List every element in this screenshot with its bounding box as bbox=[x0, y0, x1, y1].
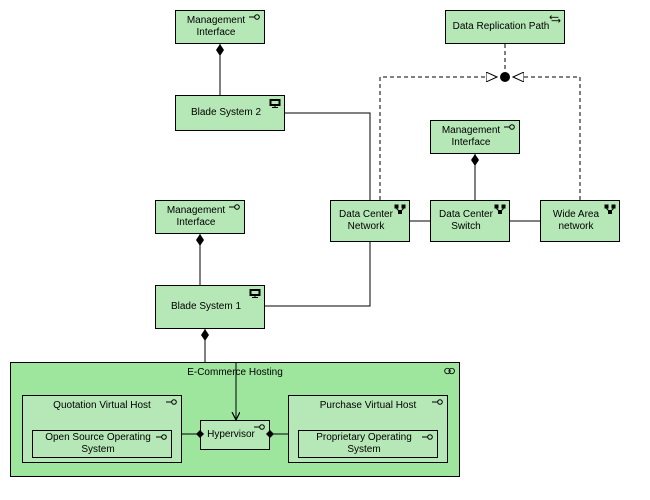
label-mgmt1: Management Interface bbox=[182, 15, 250, 39]
node-repl: Data Replication Path bbox=[445, 10, 565, 44]
label-oss: Open Source Operating System bbox=[39, 432, 157, 456]
node-blade2: Blade System 2 bbox=[175, 95, 285, 131]
label-pos: Proprietary Operating System bbox=[305, 432, 423, 456]
label-pvh: Purchase Virtual Host bbox=[289, 400, 447, 411]
label-mgmt3: Management Interface bbox=[437, 125, 505, 149]
node-dcnet: Data Center Network bbox=[330, 200, 410, 242]
node-wan: Wide Area network bbox=[540, 200, 620, 242]
label-dcsw: Data Center Switch bbox=[437, 209, 495, 233]
label-wan: Wide Area network bbox=[547, 209, 605, 233]
node-dcsw: Data Center Switch bbox=[430, 200, 510, 242]
node-mgmt3: Management Interface bbox=[430, 120, 520, 154]
node-mgmt2: Management Interface bbox=[155, 200, 245, 234]
node-oss: Open Source Operating System bbox=[32, 430, 172, 458]
label-dcnet: Data Center Network bbox=[337, 209, 395, 233]
node-hyp: Hypervisor bbox=[200, 420, 270, 450]
node-blade1: Blade System 1 bbox=[155, 285, 265, 329]
label-ecom: E-Commerce Hosting bbox=[11, 367, 459, 378]
label-qvh: Quotation Virtual Host bbox=[23, 400, 181, 411]
label-blade1: Blade System 1 bbox=[171, 301, 241, 313]
label-mgmt2: Management Interface bbox=[162, 205, 230, 229]
label-repl: Data Replication Path bbox=[453, 21, 550, 33]
node-mgmt1: Management Interface bbox=[175, 10, 265, 44]
label-hyp: Hypervisor bbox=[207, 429, 255, 441]
label-blade2: Blade System 2 bbox=[191, 107, 261, 119]
node-pos: Proprietary Operating System bbox=[298, 430, 438, 458]
